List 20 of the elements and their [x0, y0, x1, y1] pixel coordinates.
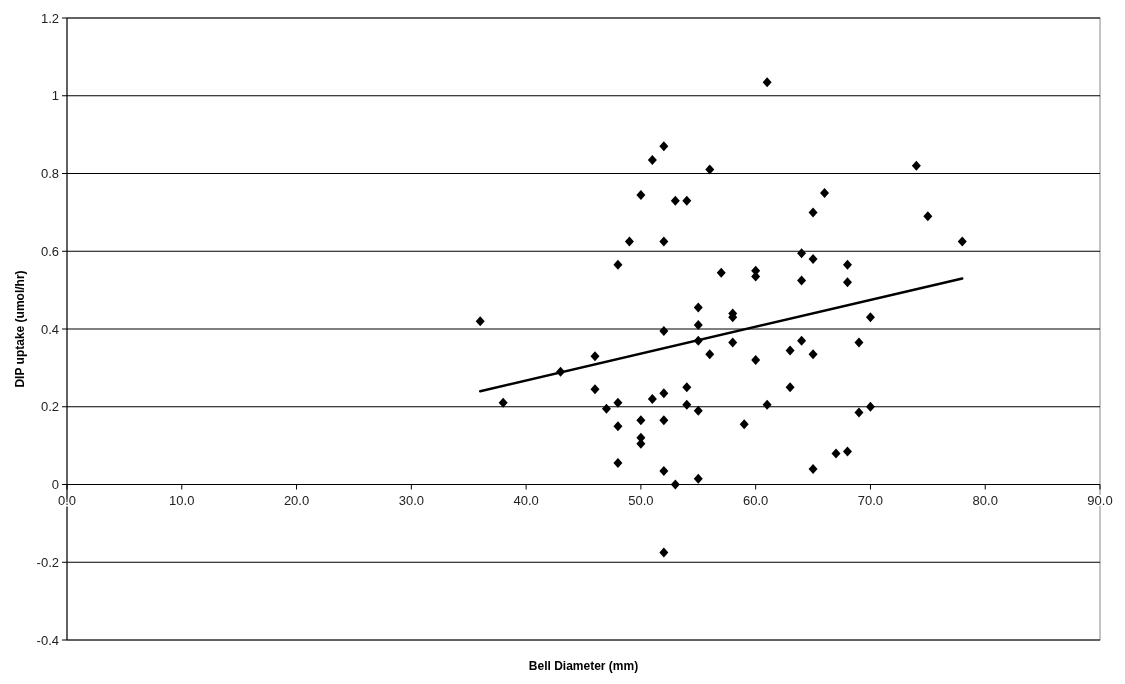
y-tick-label: 0.6: [40, 243, 59, 259]
x-tick-label: 90.0: [1087, 492, 1113, 508]
x-tick-label: 10.0: [169, 492, 195, 508]
y-tick-label: 1.2: [40, 10, 59, 26]
x-axis-title: Bell Diameter (mm): [528, 659, 639, 673]
y-tick-label: 0.8: [40, 166, 59, 182]
x-tick-label: 30.0: [398, 492, 424, 508]
y-tick-label: 1: [51, 88, 59, 104]
x-tick-label: 70.0: [857, 492, 884, 508]
y-tick-label: -0.2: [36, 554, 59, 570]
y-tick-label: 0.2: [40, 399, 59, 415]
x-tick-label: 50.0: [628, 492, 654, 508]
y-tick-label: -0.4: [36, 632, 59, 648]
x-tick-label: 80.0: [972, 492, 998, 508]
y-tick-label: 0.4: [40, 321, 59, 337]
x-tick-label: 60.0: [743, 492, 769, 508]
x-tick-label: 40.0: [513, 492, 539, 508]
x-tick-label: 20.0: [283, 492, 310, 508]
y-tick-label: 0: [51, 477, 59, 493]
y-axis-title: DIP uptake (umol/hr): [13, 270, 27, 388]
